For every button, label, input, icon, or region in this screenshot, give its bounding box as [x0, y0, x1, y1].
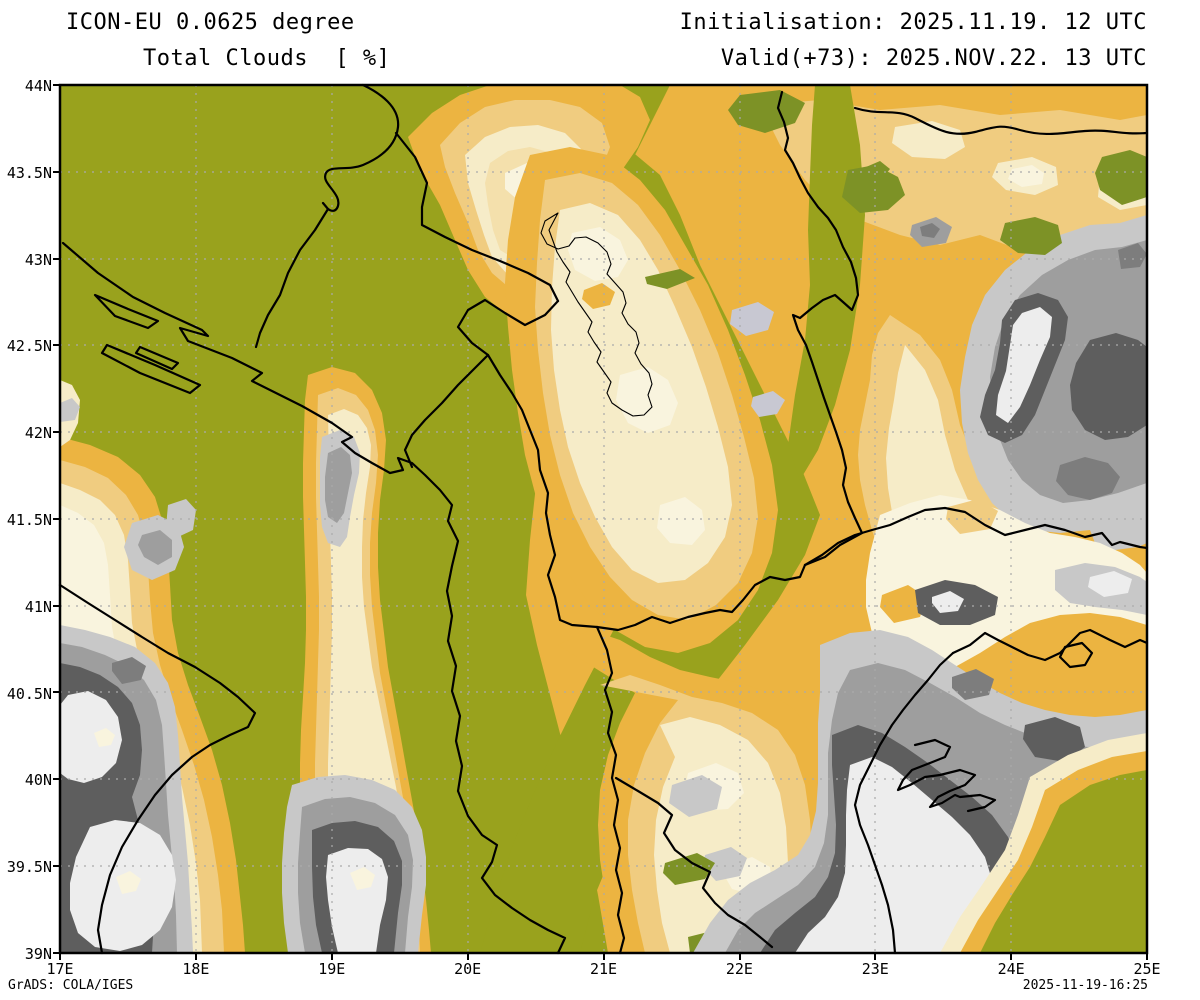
serbia-bulgaria-border: [776, 90, 864, 567]
montenegro-albania-border: [403, 298, 560, 469]
italy-coastline: [58, 583, 257, 955]
lon-label-23E: 23E: [861, 960, 889, 978]
lat-label-44N: 44N: [24, 77, 52, 95]
cloud-fill-layers: [60, 85, 1147, 953]
valid-time-label: Valid(+73): 2025.NOV.22. 13 UTC: [720, 46, 1147, 71]
bosnia-coast-border: [254, 207, 330, 349]
plot-timestamp: 2025-11-19-16:25: [1022, 978, 1148, 993]
croatia-bosnia-border: [321, 83, 400, 212]
lat-label-41.5N: 41.5N: [6, 511, 52, 529]
lat-label-40N: 40N: [24, 771, 52, 790]
chalkidiki-coast: [896, 738, 997, 813]
lon-label-19E: 19E: [318, 960, 346, 978]
lon-label-22E: 22E: [725, 960, 753, 978]
lon-label-25E: 25E: [1133, 960, 1161, 978]
serbia-romania-border: [853, 106, 1149, 136]
lat-label-43.5N: 43.5N: [6, 163, 52, 182]
bosnia-serbia-border: [394, 131, 560, 303]
lon-label-24E: 24E: [997, 960, 1025, 978]
island: [100, 343, 202, 395]
graticule-gridlines: [60, 85, 1147, 953]
map-plot-area: [53, 83, 1149, 960]
serbia-macedonia-border: [595, 563, 807, 632]
coastlines-and-borders: [58, 83, 1149, 955]
lon-label-21E: 21E: [589, 960, 618, 978]
field-title: Total Clouds [ %]: [143, 46, 391, 71]
island: [93, 293, 160, 330]
plot-frame: [53, 83, 1149, 960]
longitude-ticks: [59, 953, 1148, 960]
lat-label-39.5N: 39.5N: [6, 858, 52, 877]
lat-label-41N: 41N: [24, 597, 52, 616]
albania-macedonia-greece-border: [595, 625, 626, 955]
lat-label-39N: 39N: [24, 945, 52, 963]
lat-label-40.5N: 40.5N: [6, 684, 52, 703]
greek-coastline: [853, 651, 955, 955]
lon-label-20E: 20E: [454, 960, 482, 978]
albania-greece-border: [614, 776, 774, 949]
lon-label-18E: 18E: [182, 960, 210, 978]
lat-label-42.5N: 42.5N: [6, 337, 52, 356]
adriatic-coastline: [61, 241, 567, 955]
island: [134, 345, 180, 371]
lat-label-42N: 42N: [24, 424, 52, 443]
lat-label-43N: 43N: [24, 250, 52, 269]
lon-label-17E: 17E: [46, 960, 74, 978]
init-time-label: Initialisation: 2025.11.19. 12 UTC: [679, 10, 1147, 35]
cloud-cover-map: [53, 83, 1149, 960]
grads-credit: GrADS: COLA/IGES: [8, 978, 134, 993]
model-title: ICON-EU 0.0625 degree: [66, 10, 355, 35]
thasos-island: [1058, 641, 1094, 669]
greece-bulgaria-border: [803, 506, 1149, 567]
aegean-coastline: [951, 628, 1149, 662]
albania-kosovo-macedonia-border: [486, 353, 599, 629]
latitude-ticks: [53, 84, 60, 954]
kosovo-border: [540, 212, 653, 417]
